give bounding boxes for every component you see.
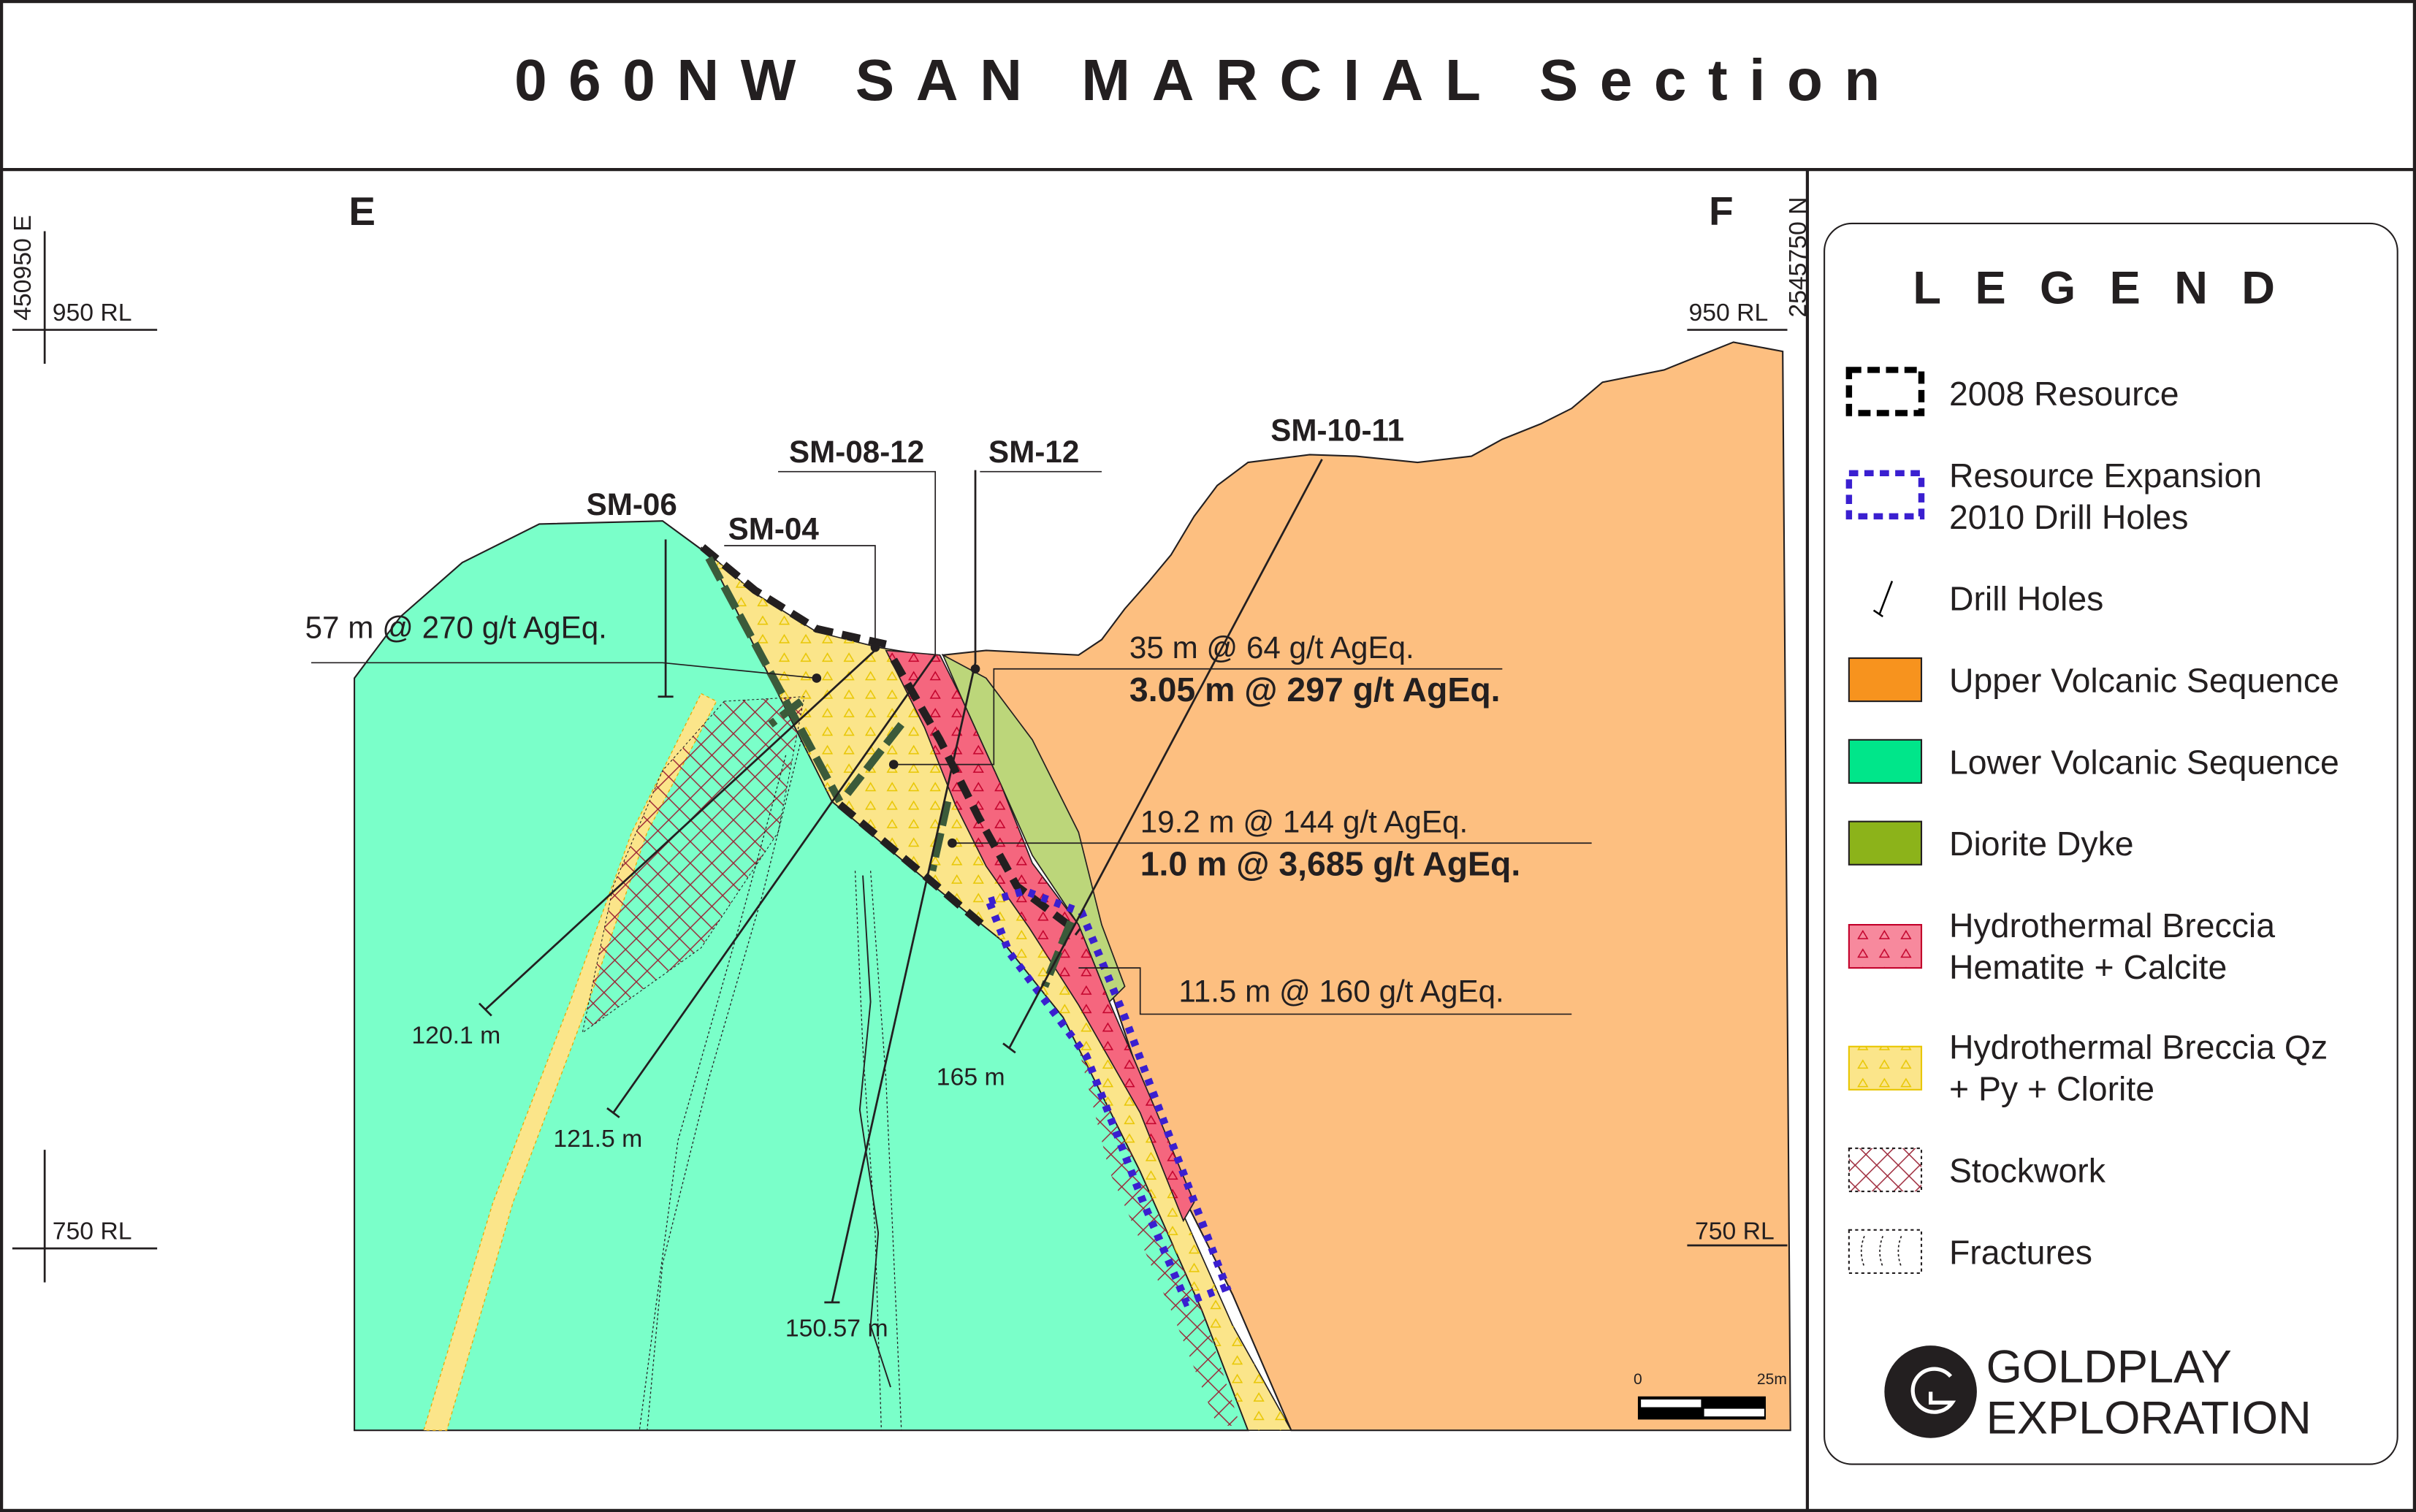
intercept-3-high: 1.0 m @ 3,685 g/t AgEq. <box>1140 845 1521 883</box>
legend-label: 2008 Resource <box>1949 375 2179 413</box>
goldplay-logo: GOLDPLAY EXPLORATION <box>1884 1342 2312 1443</box>
rl-750-left: 750 RL <box>53 1218 132 1245</box>
easting-label: 450950 E <box>9 215 37 321</box>
depth-sm-04: 120.1 m <box>411 1022 500 1050</box>
legend-label: Fractures <box>1949 1233 2092 1271</box>
grid-ticks <box>12 231 1788 1283</box>
fracture <box>858 875 891 1388</box>
intercept-lines <box>705 556 1075 988</box>
depth-sm-10-11: 165 m <box>937 1063 1005 1091</box>
legend-title: LEGEND <box>1913 263 2309 314</box>
drill-hole-label-sm-08-12: SM-08-12 <box>789 435 924 469</box>
rl-950-left: 950 RL <box>53 299 132 327</box>
resource-2008 <box>700 544 1081 936</box>
legend-swatch-resource-expansion <box>1845 470 1925 520</box>
depth-sm-08-12: 121.5 m <box>553 1125 642 1153</box>
depth-sm-12: 150.57 m <box>785 1314 888 1342</box>
northing-label: 2545750 N <box>1784 196 1812 317</box>
rl-950-right: 950 RL <box>1689 299 1769 327</box>
legend-label: Diorite Dyke <box>1949 825 2134 863</box>
drill-hole-sm-10-11 <box>1002 459 1323 1054</box>
drill-hole-label-sm-12: SM-12 <box>988 435 1079 469</box>
leader-sm-08-12 <box>778 470 937 655</box>
resource-expansion-2010 <box>984 887 1232 1307</box>
rl-750-right: 750 RL <box>1695 1218 1775 1245</box>
legend-label: + Py + Clorite <box>1949 1070 2154 1108</box>
intercept-points <box>812 642 980 848</box>
legend-label: Upper Volcanic Sequence <box>1949 661 2339 699</box>
legend-swatch-lower-volcanic <box>1848 738 1923 784</box>
legend-swatch-stockwork <box>1848 1147 1923 1193</box>
section-end-left: E <box>348 188 376 234</box>
legend-swatch-upper-volcanic <box>1848 657 1923 703</box>
intercept-2-high: 3.05 m @ 297 g/t AgEq. <box>1129 671 1501 709</box>
logo-text-2: EXPLORATION <box>1986 1392 2312 1443</box>
intercept-3: 19.2 m @ 144 g/t AgEq. <box>1140 804 1468 839</box>
legend-label: 2010 Drill Holes <box>1949 498 2188 536</box>
drill-hole-sm-06 <box>658 539 674 698</box>
leader-sm-04 <box>724 545 876 648</box>
legend: LEGEND 2008 Resource Resource Expansion … <box>1824 222 2398 1465</box>
drill-holes <box>478 459 1323 1304</box>
legend-label: Hematite + Calcite <box>1949 948 2227 986</box>
section-end-right: F <box>1709 188 1733 234</box>
drill-hole-label-sm-04: SM-04 <box>728 512 820 546</box>
legend-swatch-diorite <box>1848 820 1923 866</box>
drill-hole-sm-04 <box>478 646 880 1017</box>
legend-label: Hydrothermal Breccia Qz <box>1949 1028 2328 1066</box>
legend-drill-hole-icon <box>1872 581 1894 618</box>
page-title: 060NW SAN MARCIAL Section <box>514 47 1902 112</box>
legend-label: Drill Holes <box>1949 580 2103 618</box>
drill-hole-label-sm-06: SM-06 <box>587 487 677 522</box>
legend-label: Stockwork <box>1949 1151 2106 1189</box>
intercept-1: 57 m @ 270 g/t AgEq. <box>305 611 607 645</box>
qz-dyke <box>423 692 717 1431</box>
scale-start: 0 <box>1634 1371 1642 1388</box>
intercept-2: 35 m @ 64 g/t AgEq. <box>1129 630 1414 665</box>
drill-hole-label-sm-10-11: SM-10-11 <box>1270 413 1404 447</box>
intercept-leaders <box>311 662 1592 1015</box>
legend-swatch-fractures <box>1848 1229 1923 1274</box>
legend-label: Lower Volcanic Sequence <box>1949 743 2339 781</box>
drill-hole-sm-08-12 <box>606 654 937 1118</box>
drill-hole-sm-12 <box>824 470 977 1304</box>
scale-end: 25m <box>1757 1371 1787 1388</box>
scale-bar: 0 25m <box>1634 1371 1787 1420</box>
intercept-4: 11.5 m @ 160 g/t AgEq. <box>1178 974 1504 1009</box>
logo-text-1: GOLDPLAY <box>1986 1342 2232 1393</box>
legend-label: Resource Expansion <box>1949 457 2262 495</box>
legend-label: Hydrothermal Breccia <box>1949 906 2275 944</box>
legend-swatch-2008-resource <box>1845 367 1925 416</box>
